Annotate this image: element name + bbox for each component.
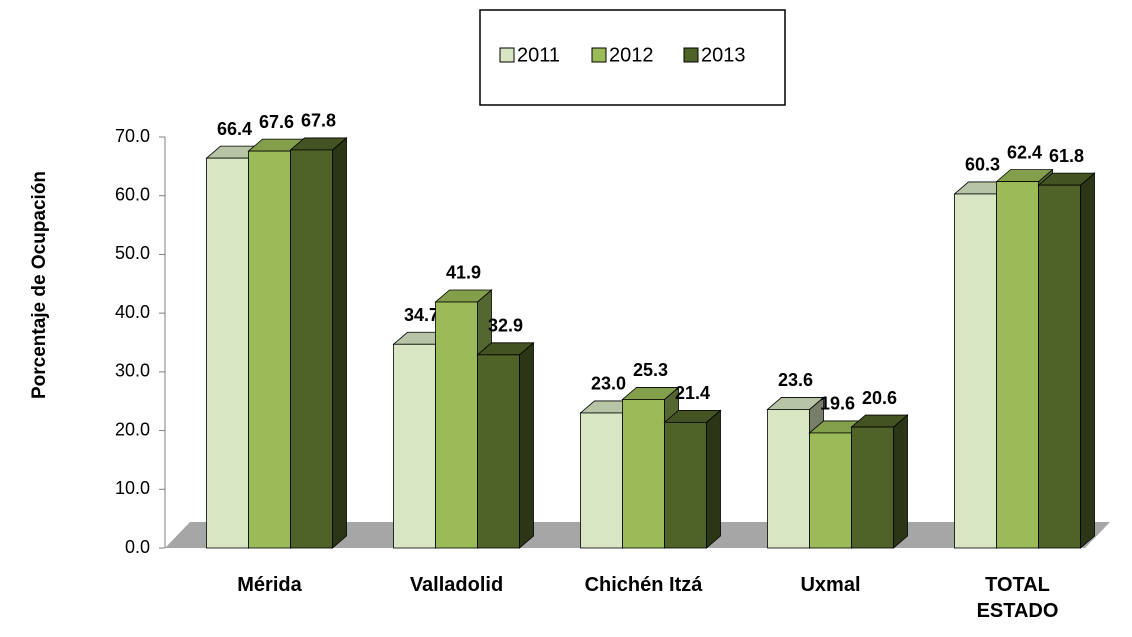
legend-label: 2011 [517,44,560,66]
bar [622,399,665,549]
data-label: 19.6 [820,394,855,414]
legend-box [479,9,786,106]
bar-side [332,137,347,549]
y-tick-label: 70.0 [115,126,150,146]
x-tick-label: Mérida [237,574,302,596]
bar [996,181,1039,549]
bar-side [893,414,908,549]
bar-side [519,341,534,549]
y-tick-label: 50.0 [115,243,150,263]
data-label: 41.9 [446,263,481,283]
data-label: 66.4 [217,119,252,139]
data-label: 67.8 [301,111,336,131]
bar [206,157,249,549]
bar-side [706,409,721,549]
legend-swatch [499,47,515,63]
legend-label: 2013 [701,44,746,66]
bar [664,421,707,549]
data-label: 21.4 [675,383,710,403]
legend-swatch [591,47,607,63]
x-tick-label: Chichén Itzá [584,574,703,596]
data-label: 60.3 [965,155,1000,175]
y-tick-label: 20.0 [115,419,150,439]
bar [954,193,997,549]
data-label: 25.3 [633,360,668,380]
data-label: 34.7 [404,305,439,325]
data-label: 67.6 [259,112,294,132]
y-tick-label: 10.0 [115,478,150,498]
bar [393,343,436,549]
data-label: 23.6 [778,370,813,390]
bar [290,149,333,549]
y-tick-label: 0.0 [125,537,150,557]
data-label: 62.4 [1007,142,1042,162]
legend-swatch [683,47,699,63]
data-label: 32.9 [488,316,523,336]
bar [248,150,291,549]
legend-label: 2012 [609,44,654,66]
bar [435,301,478,549]
x-tick-label: TOTAL ESTADO [976,574,1059,622]
bar [851,426,894,549]
bar [809,432,852,549]
data-label: 61.8 [1049,146,1084,166]
data-label: 20.6 [862,388,897,408]
bar-side [1080,172,1095,549]
x-tick-label: Valladolid [409,574,504,596]
bar [1038,184,1081,549]
bar [477,354,520,549]
bar [580,412,623,549]
data-label: 23.0 [591,374,626,394]
bar [767,409,810,549]
y-axis-title: Porcentaje de Ocupación [29,171,50,399]
x-tick-label: Uxmal [800,574,861,596]
y-tick-label: 40.0 [115,302,150,322]
y-tick-label: 60.0 [115,184,150,204]
y-tick-label: 30.0 [115,361,150,381]
